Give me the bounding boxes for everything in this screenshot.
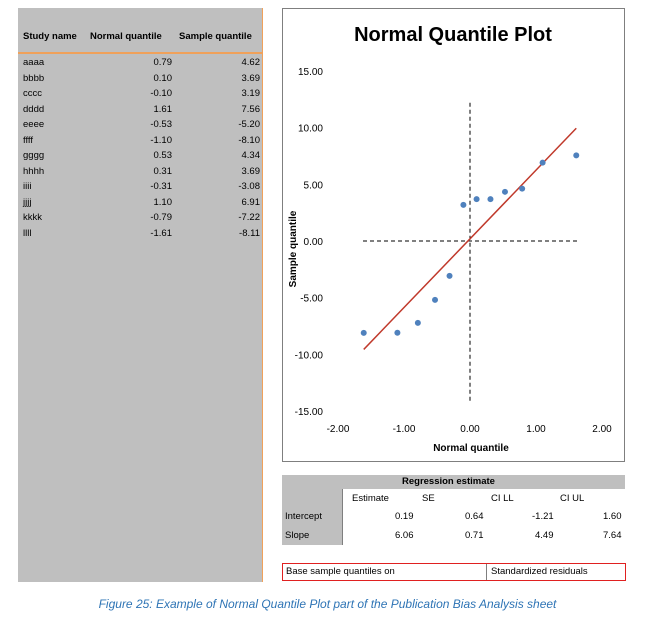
header-study-name: Study name xyxy=(23,31,77,42)
regression-title: Regression estimate xyxy=(402,476,495,487)
row-normal-quantile: -0.10 xyxy=(150,88,172,99)
data-panel xyxy=(18,8,262,582)
y-axis-label: Sample quantile xyxy=(288,210,299,287)
row-normal-quantile: 0.53 xyxy=(153,150,173,161)
x-tick-label: 2.00 xyxy=(592,424,612,435)
y-tick-label: 0.00 xyxy=(304,237,324,248)
normal-quantile-plot: Normal Quantile Plot Normal quantile Sam… xyxy=(288,24,612,454)
chart-frame: Normal Quantile Plot Normal quantile Sam… xyxy=(282,8,625,462)
data-point xyxy=(501,188,508,195)
row-normal-quantile: -0.31 xyxy=(150,181,172,192)
option-label: Base sample quantiles on xyxy=(286,566,395,577)
data-point xyxy=(539,159,546,166)
row-label-intercept: Intercept xyxy=(285,511,322,522)
y-tick-label: -10.00 xyxy=(295,350,324,361)
col-estimate: Estimate xyxy=(352,493,389,504)
regression-table: Regression estimate Estimate SE CI LL CI… xyxy=(282,475,625,545)
row-normal-quantile: 0.10 xyxy=(153,72,173,84)
intercept-ci-ll: -1.21 xyxy=(532,511,554,522)
x-tick-label: 1.00 xyxy=(526,424,546,435)
header-normal-quantile: Normal quantile xyxy=(90,31,162,42)
row-study-name: llll xyxy=(23,227,32,239)
data-point xyxy=(573,152,580,159)
row-normal-quantile: -0.79 xyxy=(150,212,172,223)
table-header: Study name Normal quantile Sample quanti… xyxy=(18,8,262,54)
regression-label-column xyxy=(282,489,342,545)
data-point xyxy=(414,319,421,326)
y-tick-label: -15.00 xyxy=(295,407,324,418)
row-study-name: kkkk xyxy=(23,212,42,223)
row-study-name: hhhh xyxy=(23,165,45,177)
row-sample-quantile: 3.69 xyxy=(241,72,261,84)
row-normal-quantile: -1.10 xyxy=(150,134,172,146)
row-study-name: iiii xyxy=(23,181,32,192)
regression-title-bar xyxy=(282,475,625,489)
header-sample-quantile: Sample quantile xyxy=(179,31,252,42)
intercept-ci-ul: 1.60 xyxy=(603,511,622,522)
figure-caption: Figure 25: Example of Normal Quantile Pl… xyxy=(98,597,557,611)
x-tick-label: -1.00 xyxy=(393,424,416,435)
col-ci-ul: CI UL xyxy=(560,493,585,504)
row-study-name: eeee xyxy=(23,119,45,130)
col-se: SE xyxy=(422,493,435,504)
row-label-slope: Slope xyxy=(285,530,310,541)
row-normal-quantile: -1.61 xyxy=(150,227,172,239)
row-sample-quantile: -3.08 xyxy=(238,181,260,192)
row-sample-quantile: 7.56 xyxy=(241,103,261,115)
row-normal-quantile: 1.61 xyxy=(153,103,173,115)
option-value-dropdown[interactable]: Standardized residuals xyxy=(491,566,588,577)
x-axis-label: Normal quantile xyxy=(433,443,509,454)
data-point xyxy=(360,329,367,336)
row-sample-quantile: 3.69 xyxy=(241,165,261,177)
row-normal-quantile: -0.53 xyxy=(150,119,172,130)
col-ci-ll: CI LL xyxy=(491,493,514,504)
chart-title: Normal Quantile Plot xyxy=(354,24,552,46)
row-sample-quantile: 3.19 xyxy=(241,88,261,99)
x-tick-label: -2.00 xyxy=(327,424,350,435)
x-tick-label: 0.00 xyxy=(460,424,480,435)
slope-estimate: 6.06 xyxy=(395,530,414,541)
data-point xyxy=(487,196,494,203)
row-study-name: aaaa xyxy=(23,57,45,68)
row-normal-quantile: 0.79 xyxy=(153,57,173,68)
row-study-name: cccc xyxy=(23,88,42,99)
row-study-name: jjjj xyxy=(23,196,32,208)
data-point xyxy=(473,196,480,203)
regression-line xyxy=(363,127,577,350)
panel-divider xyxy=(262,8,263,582)
row-sample-quantile: 6.91 xyxy=(241,196,261,208)
data-point xyxy=(519,185,526,192)
data-point xyxy=(460,201,467,208)
quantile-basis-option: Base sample quantiles on Standardized re… xyxy=(282,563,626,581)
y-tick-label: 10.00 xyxy=(298,124,323,135)
y-tick-label: -5.00 xyxy=(300,294,323,305)
slope-ci-ll: 4.49 xyxy=(535,530,554,541)
row-sample-quantile: -5.20 xyxy=(238,119,260,130)
intercept-estimate: 0.19 xyxy=(395,511,414,522)
data-point xyxy=(446,272,453,279)
row-normal-quantile: 0.31 xyxy=(153,165,173,177)
row-study-name: dddd xyxy=(23,103,45,115)
intercept-se: 0.64 xyxy=(465,511,484,522)
data-point xyxy=(394,329,401,336)
row-normal-quantile: 1.10 xyxy=(153,196,173,208)
y-tick-label: 15.00 xyxy=(298,67,323,78)
row-sample-quantile: -8.11 xyxy=(239,227,260,239)
slope-ci-ul: 7.64 xyxy=(603,530,622,541)
slope-se: 0.71 xyxy=(465,530,484,541)
row-study-name: gggg xyxy=(23,150,45,161)
y-tick-label: 5.00 xyxy=(304,180,324,191)
row-sample-quantile: -8.10 xyxy=(238,134,260,146)
row-study-name: bbbb xyxy=(23,72,45,84)
row-sample-quantile: -7.22 xyxy=(238,212,260,223)
data-point xyxy=(432,296,439,303)
row-sample-quantile: 4.34 xyxy=(241,150,261,161)
row-study-name: ffff xyxy=(23,134,34,146)
row-sample-quantile: 4.62 xyxy=(241,57,261,68)
